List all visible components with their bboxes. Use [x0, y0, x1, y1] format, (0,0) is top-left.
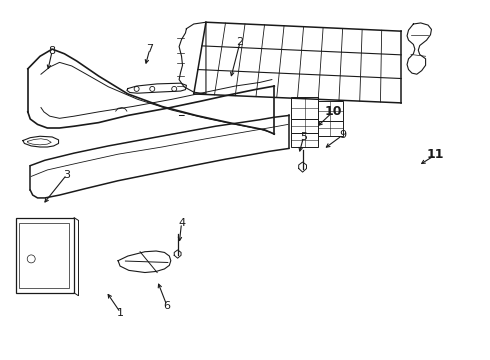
Text: 7: 7	[146, 44, 153, 54]
Text: 8: 8	[49, 46, 56, 56]
Text: 3: 3	[63, 170, 71, 180]
Bar	[292, 119, 318, 134]
Text: 5: 5	[300, 132, 307, 142]
Text: 4: 4	[178, 218, 185, 228]
Bar	[318, 121, 343, 136]
Bar	[292, 97, 318, 119]
Bar	[292, 134, 318, 147]
Bar	[318, 101, 343, 121]
Bar	[16, 218, 74, 293]
Text: ━━: ━━	[178, 114, 185, 119]
Bar	[20, 223, 69, 288]
Text: 6: 6	[163, 301, 171, 311]
Text: 2: 2	[237, 37, 244, 47]
Text: 1: 1	[117, 308, 124, 318]
Text: 11: 11	[427, 148, 444, 161]
Text: 9: 9	[339, 130, 346, 140]
Text: 10: 10	[324, 105, 342, 118]
